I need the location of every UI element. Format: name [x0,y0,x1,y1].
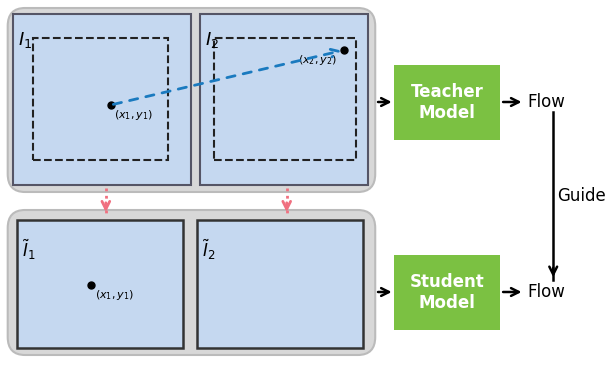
Text: $(x_2, y_2)$: $(x_2, y_2)$ [298,53,337,67]
Text: $\tilde{I}_2$: $\tilde{I}_2$ [202,238,215,262]
Text: Flow: Flow [528,93,565,111]
Bar [197,220,363,348]
Bar [214,38,356,160]
Text: Guide: Guide [557,187,606,205]
Bar [13,14,190,185]
FancyBboxPatch shape [8,8,375,192]
Text: $I_1$: $I_1$ [18,30,32,50]
Bar [200,14,368,185]
Text: $(x_1, y_1)$: $(x_1, y_1)$ [95,288,135,302]
Bar [32,38,168,160]
Text: $\tilde{I}_1$: $\tilde{I}_1$ [22,238,35,262]
Bar [17,220,183,348]
Text: Teacher
Model: Teacher Model [411,83,484,122]
Text: $(x_1, y_1)$: $(x_1, y_1)$ [114,108,154,122]
Bar [395,65,500,140]
Bar [395,255,500,330]
FancyBboxPatch shape [8,210,375,355]
Text: $I_2$: $I_2$ [205,30,219,50]
Text: Flow: Flow [528,283,565,301]
Text: Student
Model: Student Model [410,273,485,312]
